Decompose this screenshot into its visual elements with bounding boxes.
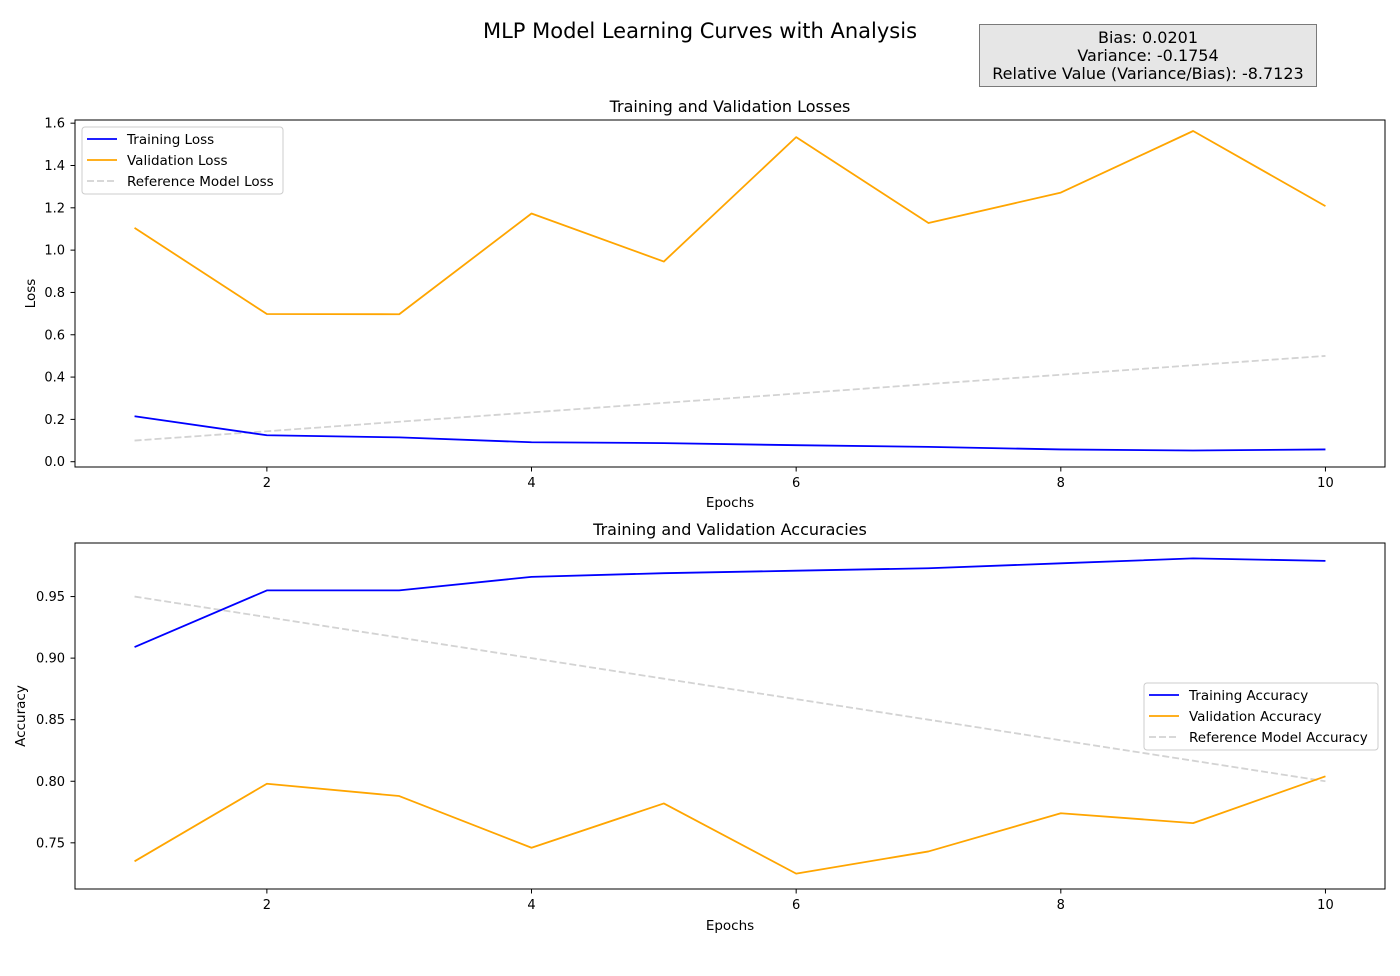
chart1-series-group <box>134 130 1326 452</box>
chart2-x-tick-label: 2 <box>263 898 271 913</box>
chart1-legend-label-reference-model-loss: Reference Model Loss <box>127 174 274 190</box>
chart2-y-tick-label: 0.75 <box>36 836 65 851</box>
chart1-frame <box>74 119 1386 468</box>
chart1-line-training-loss <box>134 415 1326 452</box>
relative-value-stat: Relative Value (Variance/Bias): -8.7123 <box>992 63 1304 83</box>
chart1-legend-box <box>81 126 284 195</box>
chart2-x-tick-label: 10 <box>1317 898 1334 913</box>
chart2-x-tick-label: 6 <box>792 898 800 913</box>
chart2-x-tick-label: 4 <box>527 898 535 913</box>
chart1-legend: Training Loss Validation Loss Reference Mo… <box>81 126 284 195</box>
chart2-y-tick-label: 0.85 <box>36 713 65 728</box>
chart2-line-validation-accuracy <box>134 775 1326 875</box>
chart2-y-axis-label: Accuracy <box>13 685 29 747</box>
chart2-y-tick-label: 0.80 <box>36 775 65 790</box>
figure-title: MLP Model Learning Curves with Analysis <box>483 19 917 43</box>
chart2-x-tick-label: 8 <box>1057 898 1065 913</box>
chart1-line-reference-model-loss <box>134 355 1326 442</box>
chart1-y-axis-label: Loss <box>23 279 39 309</box>
chart2-series-group <box>134 557 1326 875</box>
chart1-x-tick-label: 4 <box>527 476 535 491</box>
chart1-line-validation-loss <box>134 130 1326 316</box>
chart2-y-tick-label: 0.95 <box>36 590 65 605</box>
chart2-legend-label-validation-accuracy: Validation Accuracy <box>1189 709 1322 725</box>
chart2-legend-label-reference-model-accuracy: Reference Model Accuracy <box>1189 730 1368 746</box>
chart2-x-axis-label: Epochs <box>706 918 754 934</box>
chart1-x-tick-label: 2 <box>263 476 271 491</box>
chart2-axes: Training and Validation Accuracies 2 4 6 8 10… <box>13 520 1386 934</box>
chart1-y-tick-label: 1.0 <box>44 244 65 259</box>
chart1-title: Training and Validation Losses <box>609 97 851 116</box>
chart1-legend-label-training-loss: Training Loss <box>126 132 214 148</box>
chart2-legend-label-training-accuracy: Training Accuracy <box>1188 688 1308 704</box>
chart2-line-training-accuracy <box>134 557 1326 648</box>
chart1-y-tick-label: 0.0 <box>44 455 65 470</box>
chart2-legend: Training Accuracy Validation Accuracy Refe… <box>1143 682 1379 751</box>
chart1-axes: Training and Validation Losses 2 4 6 8 10 0.0 0… <box>23 97 1386 511</box>
chart1-x-axis-label: Epochs <box>706 495 754 511</box>
stats-box: Bias: 0.0201 Variance: -0.1754 Relative … <box>979 24 1317 87</box>
chart1-y-tick-label: 1.6 <box>44 117 65 132</box>
chart1-y-tick-label: 0.4 <box>44 371 65 386</box>
chart2-legend-box <box>1143 682 1379 751</box>
chart1-x-tick-label: 10 <box>1317 476 1334 491</box>
chart2-frame <box>74 542 1386 890</box>
chart1-y-tick-label: 1.2 <box>44 201 65 216</box>
bias-stat: Bias: 0.0201 <box>1097 27 1199 47</box>
chart1-y-tick-label: 0.8 <box>44 286 65 301</box>
chart2-title: Training and Validation Accuracies <box>592 520 867 539</box>
chart1-y-tick-label: 0.6 <box>44 328 65 343</box>
chart1-x-tick-label: 6 <box>792 476 800 491</box>
variance-stat: Variance: -0.1754 <box>1077 45 1219 65</box>
chart1-legend-label-validation-loss: Validation Loss <box>127 153 228 169</box>
chart2-y-tick-label: 0.90 <box>36 652 65 667</box>
chart2-line-reference-model-accuracy <box>134 595 1326 783</box>
chart1-y-tick-label: 0.2 <box>44 413 65 428</box>
chart1-x-tick-label: 8 <box>1057 476 1065 491</box>
chart1-y-tick-label: 1.4 <box>44 159 65 174</box>
